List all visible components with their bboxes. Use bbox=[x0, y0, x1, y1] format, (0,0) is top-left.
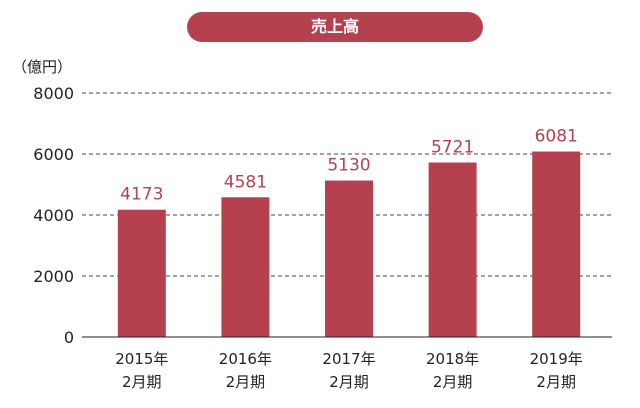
bar bbox=[325, 180, 373, 337]
x-category-label: 2月期 bbox=[433, 373, 473, 391]
y-tick-label: 8000 bbox=[33, 84, 74, 103]
value-label: 4173 bbox=[120, 185, 163, 205]
value-label: 4581 bbox=[224, 172, 267, 192]
x-category-label: 2016年 bbox=[219, 350, 272, 368]
y-tick-label: 6000 bbox=[33, 145, 74, 164]
x-category-label: 2017年 bbox=[322, 350, 375, 368]
x-category-label: 2月期 bbox=[536, 373, 576, 391]
value-label: 5721 bbox=[431, 138, 474, 158]
y-tick-label: 4000 bbox=[33, 206, 74, 225]
y-tick-label: 2000 bbox=[33, 267, 74, 286]
x-category-label: 2月期 bbox=[226, 373, 266, 391]
value-label: 5130 bbox=[327, 156, 370, 176]
bar bbox=[221, 197, 270, 337]
x-category-label: 2018年 bbox=[426, 350, 479, 368]
y-axis-unit-label: （億円） bbox=[12, 58, 73, 76]
x-category-label: 2019年 bbox=[530, 350, 583, 368]
gridlines bbox=[82, 92, 612, 277]
x-category-label: 2015年 bbox=[115, 350, 168, 368]
x-axis-categories: 2015年 2月期 2016年 2月期 2017年 2月期 2018年 2月期 2019年 2月期 bbox=[115, 350, 583, 391]
x-category-label: 2月期 bbox=[329, 373, 369, 391]
y-tick-label: 0 bbox=[64, 328, 74, 347]
value-labels: 4173 4581 5130 5721 6081 bbox=[120, 127, 578, 205]
x-category-label: 2月期 bbox=[122, 373, 162, 391]
y-axis-ticks: 0 2000 4000 6000 8000 bbox=[33, 84, 74, 347]
bars bbox=[117, 151, 581, 337]
bar bbox=[117, 209, 166, 337]
value-label: 6081 bbox=[535, 127, 578, 147]
bar bbox=[428, 162, 477, 337]
chart-title: 売上高 bbox=[187, 12, 483, 42]
bar bbox=[532, 151, 581, 337]
